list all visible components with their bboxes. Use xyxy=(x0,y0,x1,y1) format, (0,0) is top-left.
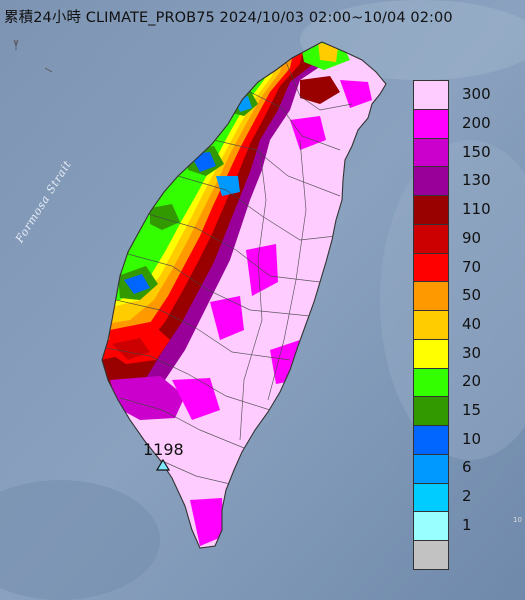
legend-labels: 300 200 150 130 110 90 70 50 40 30 20 15… xyxy=(462,80,522,568)
legend-label: 300 xyxy=(462,85,491,104)
legend-swatch-70 xyxy=(414,253,448,283)
legend-label: 10 xyxy=(462,429,482,448)
legend-label: 1 xyxy=(462,515,472,534)
legend-label xyxy=(462,539,522,568)
rainfall-legend xyxy=(413,80,449,570)
legend-swatch-none xyxy=(414,541,448,570)
max-station-value: 1198 xyxy=(143,440,184,459)
legend-swatch-1 xyxy=(414,512,448,542)
legend-swatch-90 xyxy=(414,224,448,254)
legend-label: 6 xyxy=(462,458,472,477)
map-title: 累積24小時 CLIMATE_PROB75 2024/10/03 02:00~1… xyxy=(4,10,453,26)
legend-label: 200 xyxy=(462,114,491,133)
legend-label: 150 xyxy=(462,142,491,161)
legend-label: 40 xyxy=(462,314,482,333)
legend-swatch-30 xyxy=(414,339,448,369)
legend-swatch-40 xyxy=(414,311,448,340)
legend-label: 130 xyxy=(462,171,491,190)
legend-label: 50 xyxy=(462,286,482,305)
legend-label: 90 xyxy=(462,228,482,247)
legend-label: 30 xyxy=(462,343,482,362)
legend-label: 110 xyxy=(462,200,491,219)
legend-swatch-20 xyxy=(414,368,448,398)
edge-text: 10 xyxy=(513,516,522,524)
legend-swatch-200 xyxy=(414,109,448,139)
legend-swatch-110 xyxy=(414,196,448,225)
legend-label: 15 xyxy=(462,401,482,420)
legend-swatch-15 xyxy=(414,397,448,427)
legend-label: 20 xyxy=(462,372,482,391)
legend-swatch-2 xyxy=(414,483,448,513)
legend-swatch-10 xyxy=(414,426,448,455)
max-station-marker-icon[interactable] xyxy=(156,459,170,471)
legend-label: 2 xyxy=(462,487,472,506)
legend-swatch-6 xyxy=(414,454,448,484)
legend-swatch-150 xyxy=(414,138,448,168)
legend-label: 70 xyxy=(462,257,482,276)
legend-swatch-50 xyxy=(414,282,448,312)
legend-swatch-300 xyxy=(414,81,448,110)
legend-swatch-130 xyxy=(414,167,448,197)
